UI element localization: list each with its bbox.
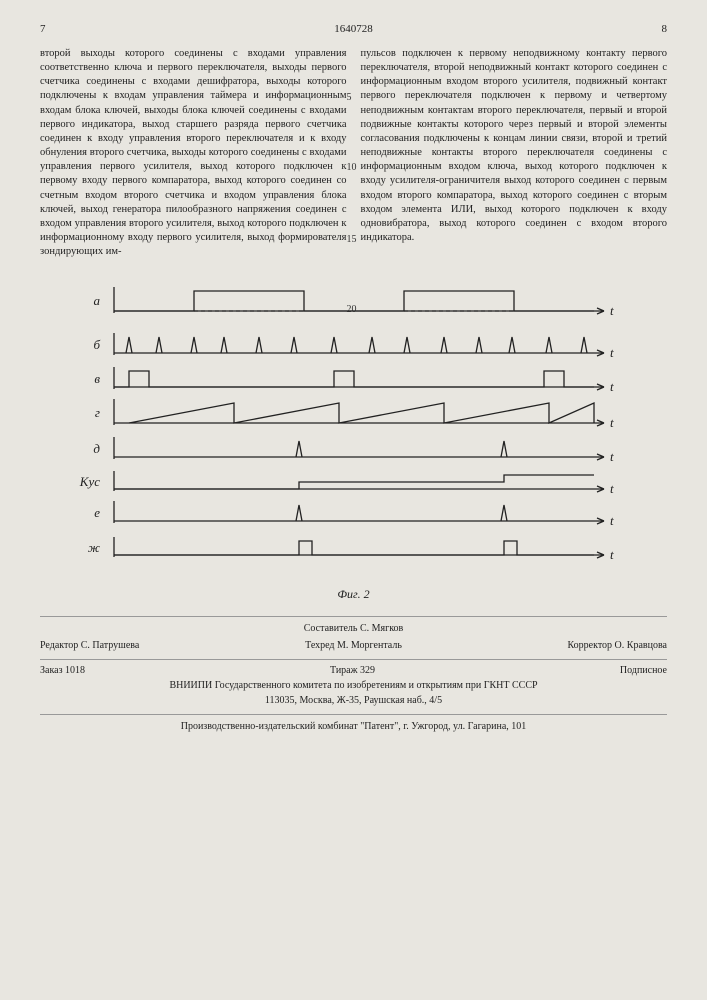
svg-text:t: t	[610, 513, 614, 528]
right-column: 5 10 15 20 пульсов подключен к первому н…	[361, 47, 668, 260]
svg-text:t: t	[610, 345, 614, 360]
svg-text:а: а	[93, 293, 100, 308]
svg-text:ж: ж	[87, 540, 99, 555]
tirazh: Тираж 329	[330, 663, 375, 678]
subscription: Подписное	[620, 663, 667, 678]
svg-text:t: t	[610, 449, 614, 464]
left-column: второй выходы которого соединены с входа…	[40, 47, 347, 260]
svg-text:Kус: Kус	[78, 474, 99, 489]
svg-text:б: б	[93, 337, 100, 352]
line-marker: 15	[347, 233, 357, 247]
order-number: Заказ 1018	[40, 663, 85, 678]
text-columns: второй выходы которого соединены с входа…	[40, 47, 667, 260]
line-marker: 5	[347, 91, 352, 105]
corrector-line: Корректор О. Кравцова	[458, 638, 667, 653]
techred-line: Техред М. Моргенталь	[249, 638, 458, 653]
svg-text:t: t	[610, 379, 614, 394]
footer-block: Составитель С. Мягков Редактор С. Патруш…	[40, 621, 667, 734]
editor-line: Редактор С. Патрушева	[40, 638, 249, 653]
org-line-2: 113035, Москва, Ж-35, Раушская наб., 4/5	[40, 693, 667, 708]
svg-text:t: t	[610, 303, 614, 318]
org-line-1: ВНИИПИ Государственного комитета по изоб…	[40, 678, 667, 693]
compiler-line: Составитель С. Мягков	[249, 621, 458, 636]
svg-text:в: в	[94, 371, 100, 386]
figure-caption: Фиг. 2	[74, 586, 634, 602]
line-marker: 20	[347, 303, 357, 317]
svg-text:г: г	[94, 405, 99, 420]
svg-text:е: е	[94, 505, 100, 520]
divider	[40, 616, 667, 617]
timing-diagram: а t б t в t г t д t Kус t е t ж t Фиг. 2	[74, 277, 634, 602]
print-line: Производственно-издательский комбинат "П…	[40, 714, 667, 734]
svg-text:д: д	[93, 441, 100, 456]
body-text-left: второй выходы которого соединены с входа…	[40, 48, 347, 257]
svg-text:t: t	[610, 481, 614, 496]
line-marker: 10	[347, 161, 357, 175]
svg-text:t: t	[610, 547, 614, 562]
page-number-right: 8	[637, 22, 667, 37]
page-number-left: 7	[40, 22, 70, 37]
body-text-right: пульсов подключен к первому неподвижному…	[361, 48, 668, 243]
document-number: 1640728	[334, 22, 373, 37]
svg-text:t: t	[610, 415, 614, 430]
